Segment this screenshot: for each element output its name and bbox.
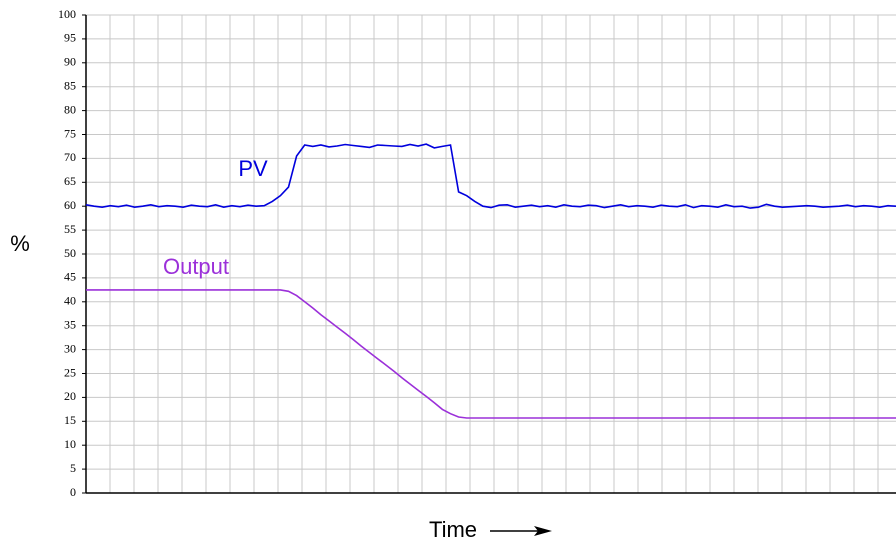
y-tick-label: 40 <box>64 294 76 308</box>
y-tick-label: 35 <box>64 317 76 331</box>
y-tick-label: 30 <box>64 341 76 355</box>
y-tick-label: 65 <box>64 174 76 188</box>
y-tick-label: 50 <box>64 246 76 260</box>
y-tick-label: 70 <box>64 150 76 164</box>
series-label: Output <box>163 254 229 279</box>
y-tick-label: 95 <box>64 31 76 45</box>
y-axis-label: % <box>10 231 30 256</box>
y-tick-label: 15 <box>64 413 76 427</box>
plot <box>85 143 896 419</box>
time-arrow <box>490 526 552 536</box>
y-tick-label: 60 <box>64 198 76 212</box>
x-axis-label: Time <box>429 517 477 542</box>
grid: 0 5 10 15 20 25 30 35 40 45 50 55 60 65 70 75 80 85 90 95 10… <box>58 7 896 499</box>
y-tick-label: 80 <box>64 102 76 116</box>
y-tick-label: 25 <box>64 365 76 379</box>
y-tick-label: 45 <box>64 270 76 284</box>
y-tick-label: 20 <box>64 389 76 403</box>
series-line <box>86 289 896 419</box>
series-label: PV <box>238 156 268 181</box>
series-line <box>85 143 896 209</box>
y-tick-label: 90 <box>64 55 76 69</box>
y-tick-label: 100 <box>58 7 76 21</box>
y-tick-label: 75 <box>64 126 76 140</box>
y-tick-label: 85 <box>64 78 76 92</box>
y-tick-label: 0 <box>70 485 76 499</box>
y-tick-label: 10 <box>64 437 76 451</box>
y-tick-label: 5 <box>70 461 76 475</box>
y-tick-label: 55 <box>64 222 76 236</box>
